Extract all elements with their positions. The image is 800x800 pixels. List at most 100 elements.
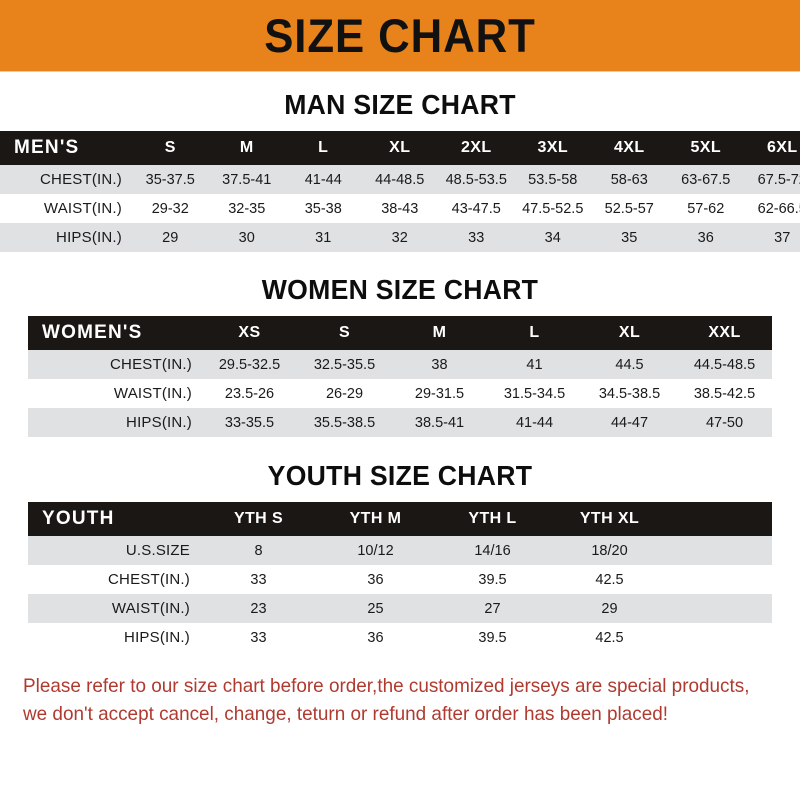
man-hips-6xl: 37 [744,223,800,252]
women-chest-xs: 29.5-32.5 [202,350,297,379]
youth-hips-xl: 42.5 [551,623,668,652]
women-row-header: WOMEN'S [28,316,202,350]
notice-line-1: Please refer to our size chart before or… [23,675,750,697]
women-col-header-xs: XS [202,316,297,350]
youth-section-title: YOUTH SIZE CHART [267,460,533,491]
youth-waist-s: 23 [200,594,317,623]
man-chest-s: 35-37.5 [132,165,209,194]
youth-chest-xl: 42.5 [551,565,668,594]
page-title: SIZE CHART [264,9,536,62]
youth-waist-xl: 29 [551,594,668,623]
women-row-label-waist: WAIST(IN.) [28,379,202,408]
table-row: HIPS(IN.) 33-35.5 35.5-38.5 38.5-41 41-4… [28,408,772,437]
youth-waist-l: 27 [434,594,551,623]
youth-chest-m: 36 [317,565,434,594]
women-col-header-m: M [392,316,487,350]
women-chest-l: 41 [487,350,582,379]
youth-col-header-l: YTH L [434,502,551,536]
table-row: U.S.SIZE 8 10/12 14/16 18/20 [28,536,772,565]
women-section-title: WOMEN SIZE CHART [261,274,539,305]
man-row-label-waist: WAIST(IN.) [0,194,132,223]
man-hips-4xl: 35 [591,223,668,252]
youth-row-header: YOUTH [28,502,200,536]
women-hips-m: 38.5-41 [392,408,487,437]
youth-header-spacer [668,502,772,536]
youth-hips-s: 33 [200,623,317,652]
man-col-header-l: L [285,131,362,165]
man-col-header-xl: XL [361,131,438,165]
man-col-header-5xl: 5XL [667,131,744,165]
women-hips-xxl: 47-50 [677,408,772,437]
table-row: CHEST(IN.) 29.5-32.5 32.5-35.5 38 41 44.… [28,350,772,379]
youth-col-header-s: YTH S [200,502,317,536]
man-waist-6xl: 62-66.5 [744,194,800,223]
man-chest-xl: 44-48.5 [361,165,438,194]
youth-hips-m: 36 [317,623,434,652]
women-waist-xxl: 38.5-42.5 [677,379,772,408]
youth-col-header-m: YTH M [317,502,434,536]
women-chest-m: 38 [392,350,487,379]
youth-row-label-hips: HIPS(IN.) [28,623,200,652]
youth-ussize-l: 14/16 [434,536,551,565]
youth-col-header-xl: YTH XL [551,502,668,536]
youth-size-table: YOUTH YTH S YTH M YTH L YTH XL U.S.SIZE … [28,502,772,652]
table-row: CHEST(IN.) 35-37.5 37.5-41 41-44 44-48.5… [0,165,800,194]
youth-chart-wrapper: YOUTH YTH S YTH M YTH L YTH XL U.S.SIZE … [0,502,800,652]
man-waist-xl: 38-43 [361,194,438,223]
women-chest-xxl: 44.5-48.5 [677,350,772,379]
table-row: WAIST(IN.) 23.5-26 26-29 29-31.5 31.5-34… [28,379,772,408]
women-chart-wrapper: WOMEN'S XS S M L XL XXL CHEST(IN.) 29.5-… [0,316,800,437]
man-row-label-hips: HIPS(IN.) [0,223,132,252]
man-col-header-4xl: 4XL [591,131,668,165]
man-chest-3xl: 53.5-58 [514,165,591,194]
man-chest-5xl: 63-67.5 [667,165,744,194]
youth-row-spacer [668,536,772,565]
women-col-header-l: L [487,316,582,350]
man-table-header-row: MEN'S S M L XL 2XL 3XL 4XL 5XL 6XL [0,131,800,165]
women-waist-xl: 34.5-38.5 [582,379,677,408]
youth-ussize-xl: 18/20 [551,536,668,565]
man-col-header-6xl: 6XL [744,131,800,165]
table-row: CHEST(IN.) 33 36 39.5 42.5 [28,565,772,594]
women-hips-s: 35.5-38.5 [297,408,392,437]
man-col-header-m: M [208,131,285,165]
page-banner: SIZE CHART [0,0,800,72]
man-hips-s: 29 [132,223,209,252]
table-row: HIPS(IN.) 29 30 31 32 33 34 35 36 37 [0,223,800,252]
youth-chest-l: 39.5 [434,565,551,594]
man-col-header-3xl: 3XL [514,131,591,165]
man-size-table: MEN'S S M L XL 2XL 3XL 4XL 5XL 6XL CHEST… [0,131,800,252]
man-waist-3xl: 47.5-52.5 [514,194,591,223]
man-chest-l: 41-44 [285,165,362,194]
women-col-header-xl: XL [582,316,677,350]
man-hips-5xl: 36 [667,223,744,252]
youth-row-label-ussize: U.S.SIZE [28,536,200,565]
man-waist-m: 32-35 [208,194,285,223]
order-policy-notice: Please refer to our size chart before or… [23,672,754,729]
man-chest-m: 37.5-41 [208,165,285,194]
table-row: HIPS(IN.) 33 36 39.5 42.5 [28,623,772,652]
man-col-header-s: S [132,131,209,165]
women-col-header-s: S [297,316,392,350]
man-chart-wrapper: MEN'S S M L XL 2XL 3XL 4XL 5XL 6XL CHEST… [0,131,800,252]
man-waist-4xl: 52.5-57 [591,194,668,223]
women-hips-xs: 33-35.5 [202,408,297,437]
youth-row-label-chest: CHEST(IN.) [28,565,200,594]
youth-row-spacer [668,594,772,623]
women-waist-s: 26-29 [297,379,392,408]
man-hips-m: 30 [208,223,285,252]
youth-row-spacer [668,623,772,652]
women-hips-l: 41-44 [487,408,582,437]
man-col-header-2xl: 2XL [438,131,515,165]
women-row-label-chest: CHEST(IN.) [28,350,202,379]
man-section-title: MAN SIZE CHART [284,89,516,120]
women-waist-m: 29-31.5 [392,379,487,408]
man-chest-2xl: 48.5-53.5 [438,165,515,194]
women-col-header-xxl: XXL [677,316,772,350]
women-chest-s: 32.5-35.5 [297,350,392,379]
table-row: WAIST(IN.) 29-32 32-35 35-38 38-43 43-47… [0,194,800,223]
man-waist-5xl: 57-62 [667,194,744,223]
man-chest-6xl: 67.5-72 [744,165,800,194]
women-hips-xl: 44-47 [582,408,677,437]
